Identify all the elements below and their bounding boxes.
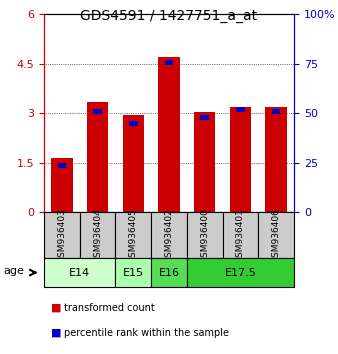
FancyBboxPatch shape: [258, 212, 294, 258]
FancyBboxPatch shape: [151, 258, 187, 287]
Bar: [194, 112, 215, 212]
Text: E14: E14: [69, 268, 90, 278]
FancyBboxPatch shape: [223, 212, 258, 258]
Bar: [51, 158, 73, 212]
Bar: [158, 57, 180, 212]
FancyBboxPatch shape: [187, 212, 223, 258]
FancyBboxPatch shape: [115, 212, 151, 258]
Bar: [93, 109, 102, 114]
Text: E17.5: E17.5: [224, 268, 256, 278]
Text: percentile rank within the sample: percentile rank within the sample: [64, 328, 229, 338]
FancyBboxPatch shape: [80, 212, 115, 258]
Text: GDS4591 / 1427751_a_at: GDS4591 / 1427751_a_at: [80, 9, 258, 23]
FancyBboxPatch shape: [151, 212, 187, 258]
FancyBboxPatch shape: [44, 258, 115, 287]
Bar: [265, 107, 287, 212]
Text: ■: ■: [51, 303, 61, 313]
Text: age: age: [3, 266, 24, 276]
Bar: [236, 107, 245, 112]
FancyBboxPatch shape: [187, 258, 294, 287]
Bar: [87, 102, 108, 212]
Text: GSM936406: GSM936406: [272, 208, 281, 263]
Text: GSM936403: GSM936403: [57, 208, 66, 263]
Text: transformed count: transformed count: [64, 303, 155, 313]
FancyBboxPatch shape: [44, 212, 80, 258]
Text: GSM936401: GSM936401: [236, 208, 245, 263]
Bar: [230, 107, 251, 212]
Text: E15: E15: [123, 268, 144, 278]
Text: E16: E16: [159, 268, 179, 278]
Text: GSM936405: GSM936405: [129, 208, 138, 263]
Text: ■: ■: [51, 328, 61, 338]
Bar: [200, 115, 209, 120]
Bar: [165, 60, 173, 65]
Bar: [57, 163, 66, 168]
Text: GSM936402: GSM936402: [165, 208, 173, 263]
Bar: [129, 121, 138, 126]
Text: GSM936400: GSM936400: [200, 208, 209, 263]
Bar: [123, 115, 144, 212]
Text: GSM936404: GSM936404: [93, 208, 102, 263]
FancyBboxPatch shape: [115, 258, 151, 287]
Bar: [272, 109, 281, 114]
